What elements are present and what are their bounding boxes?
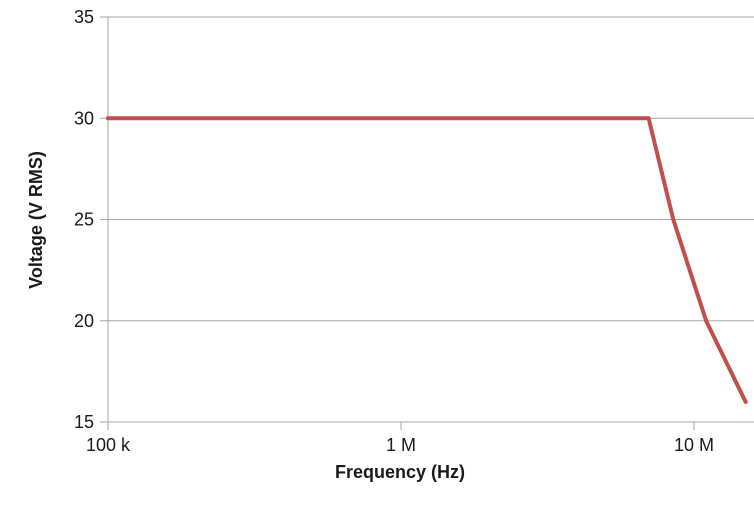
data-point xyxy=(106,116,110,121)
data-point xyxy=(671,217,676,222)
x-axis-title: Frequency (Hz) xyxy=(335,462,465,482)
y-tick-label: 35 xyxy=(74,7,94,27)
x-tick-label: 10 M xyxy=(674,435,714,455)
data-point xyxy=(704,318,709,323)
axes xyxy=(100,16,754,430)
y-tick-label: 20 xyxy=(74,311,94,331)
series-layer xyxy=(106,116,748,404)
y-tick-label: 25 xyxy=(74,210,94,230)
data-point xyxy=(743,399,748,404)
series-line-0 xyxy=(106,116,748,404)
x-tick-label: 100 k xyxy=(86,435,131,455)
y-tick-label: 15 xyxy=(74,412,94,432)
y-tick-label: 30 xyxy=(74,108,94,128)
data-point xyxy=(646,116,651,121)
tick-labels: 15 20 25 30 35 100 k 1 M 10 M xyxy=(74,7,714,455)
x-tick-label: 1 M xyxy=(386,435,416,455)
gridlines xyxy=(108,16,754,322)
y-axis-title: Voltage (V RMS) xyxy=(26,151,46,289)
